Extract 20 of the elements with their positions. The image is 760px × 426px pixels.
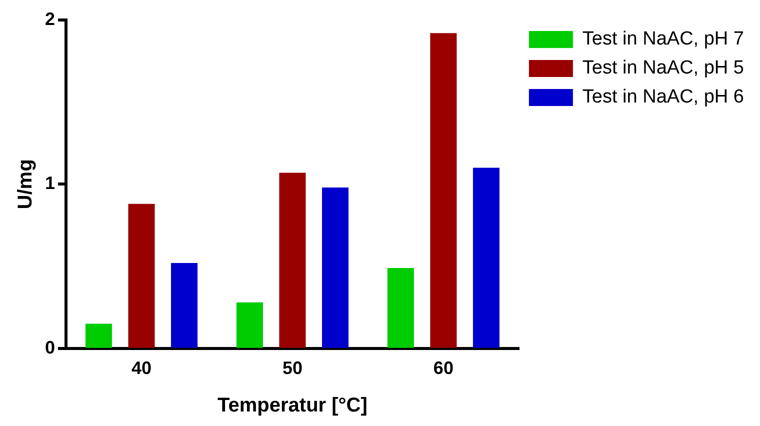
x-tick-label: 50 [282,358,302,378]
x-axis-title: Temperatur [°C] [218,394,368,417]
legend-label: Test in NaAC, pH 7 [582,28,744,50]
legend-label: Test in NaAC, pH 5 [582,58,744,79]
y-axis-title: U/mg [14,159,37,210]
bar [128,204,155,348]
x-tick-label: 60 [433,358,454,378]
x-tick-label: 40 [131,358,152,378]
legend-label: Test in NaAC, pH 6 [582,86,744,108]
y-tick-label: 1 [44,173,56,194]
y-tick-label: 0 [44,337,56,358]
bar [387,268,414,348]
bar [279,172,306,348]
y-tick-label: 2 [44,8,56,29]
bar [171,263,198,348]
bar [322,187,349,348]
bar [236,302,263,348]
bar [472,168,500,348]
bar [85,324,112,348]
bar [430,33,457,348]
